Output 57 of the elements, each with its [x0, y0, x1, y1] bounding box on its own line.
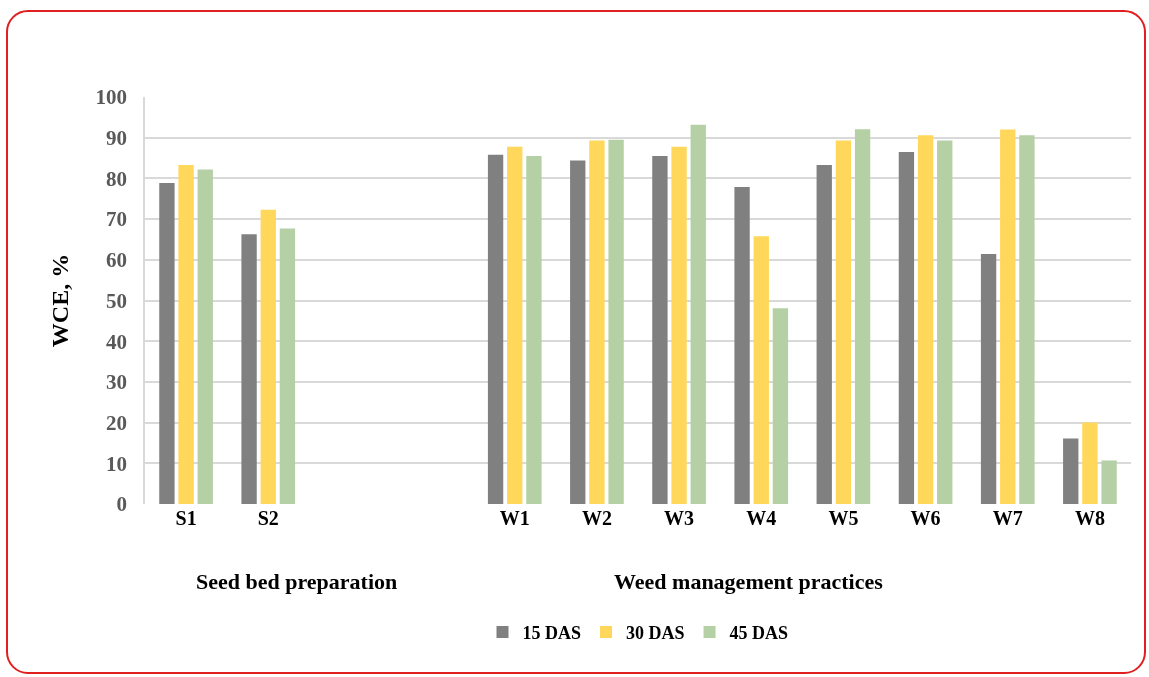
bar — [1082, 422, 1098, 504]
legend-label: 45 DAS — [729, 623, 789, 644]
bar — [589, 140, 605, 504]
bar — [570, 160, 586, 504]
bar — [1019, 135, 1035, 504]
x-tick-label: W3 — [664, 507, 695, 529]
bar — [917, 135, 934, 504]
x-tick-label: W7 — [992, 507, 1023, 529]
bar — [772, 308, 789, 504]
y-axis-title: WCE, % — [47, 253, 74, 348]
bar — [690, 124, 706, 504]
bar — [898, 151, 915, 504]
bar — [178, 164, 194, 504]
bar — [980, 254, 997, 504]
bar — [753, 236, 769, 504]
y-tick-label: 60 — [106, 248, 128, 273]
bar — [241, 234, 257, 504]
x-tick-label: W4 — [746, 507, 777, 529]
bar — [197, 169, 213, 504]
x-tick-label: S1 — [175, 507, 197, 529]
bar — [1000, 129, 1016, 504]
y-tick-label: 10 — [106, 451, 128, 476]
y-tick-label: 50 — [106, 288, 128, 313]
bar — [1063, 438, 1079, 504]
x-tick-label: W8 — [1074, 507, 1105, 529]
bar — [816, 164, 832, 504]
bar — [608, 139, 624, 504]
text: Weed management practices — [614, 569, 884, 594]
bar — [526, 156, 542, 504]
bar — [937, 140, 953, 504]
x-tick-label: W6 — [910, 507, 941, 529]
legend-label: 30 DAS — [626, 623, 685, 644]
y-tick-label: 100 — [95, 85, 128, 110]
y-tick-label: 40 — [106, 329, 128, 354]
bar — [159, 182, 175, 504]
y-tick-label: 20 — [106, 410, 128, 435]
bar — [652, 156, 668, 504]
x-tick-label: W2 — [581, 507, 612, 529]
y-tick-label: 90 — [106, 126, 128, 151]
x-tick-label: W1 — [499, 507, 530, 529]
bar — [260, 209, 276, 504]
x-tick-label: S2 — [257, 507, 279, 529]
y-tick-label: 70 — [106, 207, 128, 232]
bar — [854, 129, 871, 504]
text: Seed bed preparation — [196, 569, 398, 594]
bar — [1101, 460, 1117, 504]
y-tick-label: 0 — [116, 492, 128, 517]
bar — [507, 146, 523, 504]
bar — [487, 154, 504, 504]
bar — [734, 186, 750, 504]
legend-label: 15 DAS — [522, 623, 582, 644]
x-tick-label: W5 — [828, 507, 859, 529]
y-tick-label: 80 — [106, 166, 128, 191]
bar — [671, 146, 687, 504]
y-tick-label: 30 — [106, 370, 128, 395]
bar — [279, 228, 296, 504]
bar — [835, 140, 852, 504]
